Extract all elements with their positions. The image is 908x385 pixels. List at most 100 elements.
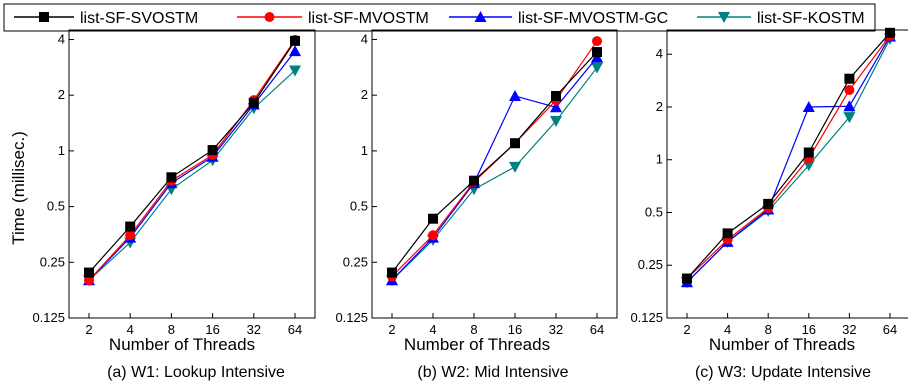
x-tick-label: 4 bbox=[429, 322, 436, 337]
data-point bbox=[843, 100, 856, 112]
chart-panel-w3-update-intensive: Number of Threads (c) W3: Update Intensi… bbox=[630, 27, 908, 381]
series-line bbox=[686, 36, 891, 283]
x-tick-label: 32 bbox=[549, 322, 563, 337]
x-tick-label: 8 bbox=[168, 322, 175, 337]
data-point bbox=[248, 97, 259, 108]
legend-label: list-SF-SVOSTM bbox=[80, 10, 198, 27]
data-point bbox=[591, 62, 603, 74]
x-tick-label: 16 bbox=[802, 322, 816, 337]
x-tick-label: 8 bbox=[470, 322, 477, 337]
panel-caption: (b) W2: Mid Intensive bbox=[417, 364, 568, 381]
plot-frame bbox=[666, 29, 908, 319]
y-tick-label: 0.125 bbox=[32, 310, 65, 325]
y-tick-label: 4 bbox=[58, 31, 65, 46]
legend-label: list-SF-MVOSTM-GC bbox=[518, 10, 668, 27]
chart-panel-w2-mid-intensive: Number of Threads (b) W2: Mid Intensive … bbox=[335, 29, 618, 381]
x-tick-label: 64 bbox=[288, 322, 302, 337]
y-tick-label: 2 bbox=[656, 99, 663, 114]
y-tick-label: 4 bbox=[361, 31, 368, 46]
x-tick-label: 16 bbox=[508, 322, 522, 337]
series-list-sf-mvostm bbox=[84, 34, 300, 286]
y-tick-label: 0.25 bbox=[40, 254, 65, 269]
data-point bbox=[802, 160, 815, 172]
y-tick-label: 0.5 bbox=[350, 199, 368, 214]
data-point bbox=[763, 198, 774, 209]
series-line bbox=[88, 50, 296, 281]
series-list-sf-mvostm bbox=[387, 36, 602, 282]
data-point bbox=[289, 45, 301, 57]
data-point bbox=[551, 90, 561, 101]
legend-marker bbox=[264, 12, 275, 22]
x-axis-title: Number of Threads bbox=[404, 335, 550, 354]
y-tick-label: 2 bbox=[361, 87, 368, 102]
legend-entry-list-sf-kostm: list-SF-KOSTM bbox=[697, 10, 865, 27]
data-point bbox=[550, 101, 562, 113]
data-point bbox=[125, 221, 136, 232]
data-point bbox=[387, 267, 397, 278]
legend-entry-list-sf-svostm: list-SF-SVOSTM bbox=[14, 10, 198, 27]
legend: list-SF-SVOSTM list-SF-MVOSTM list-SF-MVOS… bbox=[3, 3, 876, 32]
data-point bbox=[722, 228, 733, 239]
x-tick-label: 8 bbox=[765, 322, 772, 337]
x-axis-title: Number of Threads bbox=[109, 335, 255, 354]
y-tick-label: 0.125 bbox=[335, 310, 368, 325]
series-list-sf-svostm bbox=[387, 47, 602, 278]
legend-label: list-SF-MVOSTM bbox=[308, 10, 429, 27]
data-point bbox=[84, 267, 94, 278]
y-tick-label: 1 bbox=[58, 143, 65, 158]
x-tick-label: 32 bbox=[842, 322, 856, 337]
y-tick-label: 4 bbox=[656, 46, 663, 61]
data-point bbox=[844, 73, 855, 84]
y-tick-label: 0.25 bbox=[638, 257, 663, 272]
series-list-sf-svostm bbox=[682, 27, 895, 284]
legend-marker bbox=[718, 12, 730, 23]
plot-frame bbox=[68, 29, 316, 319]
data-point bbox=[510, 138, 520, 149]
x-tick-label: 16 bbox=[205, 322, 219, 337]
chart-panel-w1-lookup-intensive: Number of Threads (a) W1: Lookup Intensi… bbox=[32, 29, 316, 381]
panel-caption: (c) W3: Update Intensive bbox=[695, 364, 871, 381]
x-tick-label: 32 bbox=[247, 322, 261, 337]
data-point bbox=[469, 175, 479, 186]
data-point bbox=[509, 161, 521, 173]
data-point bbox=[166, 172, 177, 183]
x-tick-label: 64 bbox=[883, 322, 897, 337]
y-tick-label: 1 bbox=[656, 152, 663, 167]
data-point bbox=[802, 100, 815, 112]
data-point bbox=[843, 112, 856, 124]
series-line bbox=[88, 40, 296, 273]
y-tick-label: 2 bbox=[58, 87, 65, 102]
x-tick-label: 4 bbox=[127, 322, 134, 337]
data-point bbox=[885, 27, 895, 38]
series-line bbox=[686, 38, 891, 283]
x-tick-label: 4 bbox=[724, 322, 731, 337]
y-tick-label: 0.25 bbox=[343, 254, 368, 269]
series-line bbox=[391, 40, 598, 277]
y-tick-label: 1 bbox=[361, 143, 368, 158]
series-line bbox=[686, 32, 891, 279]
legend-entry-list-sf-mvostm: list-SF-MVOSTM bbox=[237, 10, 429, 27]
legend-entry-list-sf-mvostm-gc: list-SF-MVOSTM-GC bbox=[449, 10, 668, 27]
series-list-sf-svostm bbox=[84, 35, 300, 278]
series-line bbox=[391, 57, 598, 281]
series-line bbox=[88, 70, 296, 281]
y-tick-label: 0.5 bbox=[645, 204, 663, 219]
data-point bbox=[428, 213, 438, 224]
data-point bbox=[803, 147, 814, 158]
y-axis-title: Time (millisec.) bbox=[9, 131, 28, 245]
legend-marker bbox=[39, 12, 49, 22]
x-tick-label: 2 bbox=[85, 322, 92, 337]
data-point bbox=[592, 47, 602, 58]
series-line bbox=[391, 51, 598, 273]
data-point bbox=[550, 116, 562, 128]
series-line bbox=[686, 35, 891, 279]
data-point bbox=[592, 36, 602, 47]
data-point bbox=[125, 230, 136, 241]
data-point bbox=[290, 35, 300, 46]
x-axis-title: Number of Threads bbox=[709, 335, 855, 354]
x-tick-label: 64 bbox=[590, 322, 604, 337]
x-tick-label: 2 bbox=[388, 322, 395, 337]
data-point bbox=[289, 65, 301, 77]
y-tick-label: 0.5 bbox=[47, 199, 65, 214]
